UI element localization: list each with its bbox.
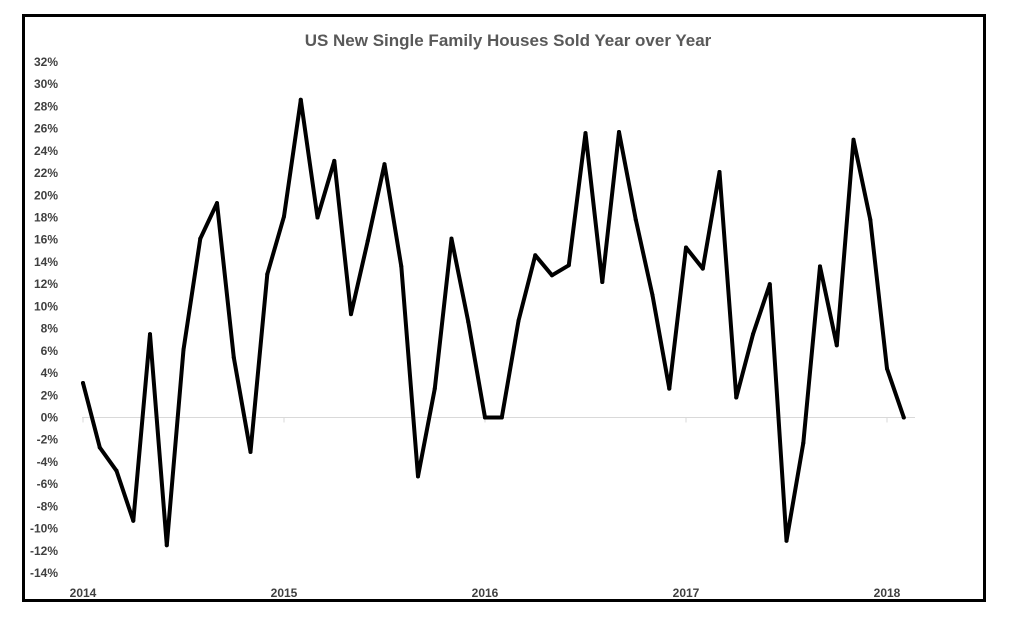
data-point [282,214,286,219]
data-point [633,217,638,222]
y-tick-label: 6% [41,344,59,358]
y-tick-label: -8% [37,499,59,513]
data-point [248,449,253,454]
y-axis-tick-labels: 32% 30% 28% 26% 24% 22% 20% 18% 16% 14% 12% 10% 8% 6%… [30,55,58,580]
data-point [684,245,688,250]
data-point [751,332,755,337]
data-point [868,217,873,222]
y-tick-label: 24% [34,144,58,158]
data-point [499,415,504,420]
data-point [885,366,889,371]
data-point [767,282,772,287]
data-point [298,97,303,102]
data-point [164,543,169,548]
y-tick-label: 16% [34,233,58,247]
data-point [332,158,337,163]
data-point [114,468,119,473]
y-tick-label: -2% [37,433,59,447]
y-tick-label: 18% [34,211,58,225]
data-point [617,129,621,134]
line-chart: US New Single Family Houses Sold Year ov… [30,31,915,599]
data-point [667,386,672,391]
data-point [901,415,906,420]
data-point [315,215,320,220]
data-point [382,162,387,167]
y-tick-label: 2% [41,388,59,402]
data-point [700,266,705,271]
data-point [566,263,571,268]
y-tick-label: 32% [34,55,58,69]
data-point [416,474,420,479]
data-point [265,272,270,277]
data-point [583,131,588,136]
data-point [516,318,521,323]
y-tick-label: 28% [34,99,58,113]
x-tick-label: 2017 [673,586,700,599]
y-tick-label: 10% [34,299,58,313]
data-point [349,312,353,317]
y-tick-label: 12% [34,277,58,291]
y-tick-label: -10% [30,522,58,536]
data-point [97,445,102,450]
data-point [834,343,839,348]
y-tick-label: -4% [37,455,59,469]
y-tick-label: 26% [34,122,58,136]
y-tick-label: 0% [41,410,59,424]
data-point [801,441,806,446]
data-point [231,355,236,360]
data-point [734,395,739,400]
data-point [550,273,554,278]
data-point [81,381,85,386]
x-axis-tick-labels: 2014 2015 2016 2017 2018 [70,586,901,599]
series-points [81,97,906,548]
y-tick-label: -6% [37,477,59,491]
data-point [483,415,487,420]
data-point [784,538,789,543]
data-point [449,236,454,241]
x-tick-label: 2016 [472,586,499,599]
data-point [466,319,471,324]
data-point [851,137,856,142]
chart-title: US New Single Family Houses Sold Year ov… [305,31,712,50]
data-point [365,238,370,243]
x-tick-label: 2015 [271,586,298,599]
y-tick-label: 8% [41,322,59,336]
chart-frame: US New Single Family Houses Sold Year ov… [22,14,986,602]
data-point [215,201,219,206]
data-point [131,518,136,523]
data-point [198,236,203,241]
data-point [717,169,722,174]
y-tick-label: -14% [30,566,58,580]
series-line [81,97,906,548]
data-point [650,293,655,298]
x-tick-label: 2014 [70,586,97,599]
data-point [533,253,538,258]
y-tick-label: -12% [30,544,58,558]
y-tick-label: 14% [34,255,58,269]
data-point [148,332,152,337]
data-point [399,264,404,269]
data-point [818,264,822,269]
y-tick-label: 4% [41,366,59,380]
y-tick-label: 22% [34,166,58,180]
x-tick-label: 2018 [874,586,901,599]
data-point [600,279,605,284]
y-tick-label: 30% [34,77,58,91]
data-point [432,386,437,391]
data-point [181,347,186,352]
y-tick-label: 20% [34,188,58,202]
